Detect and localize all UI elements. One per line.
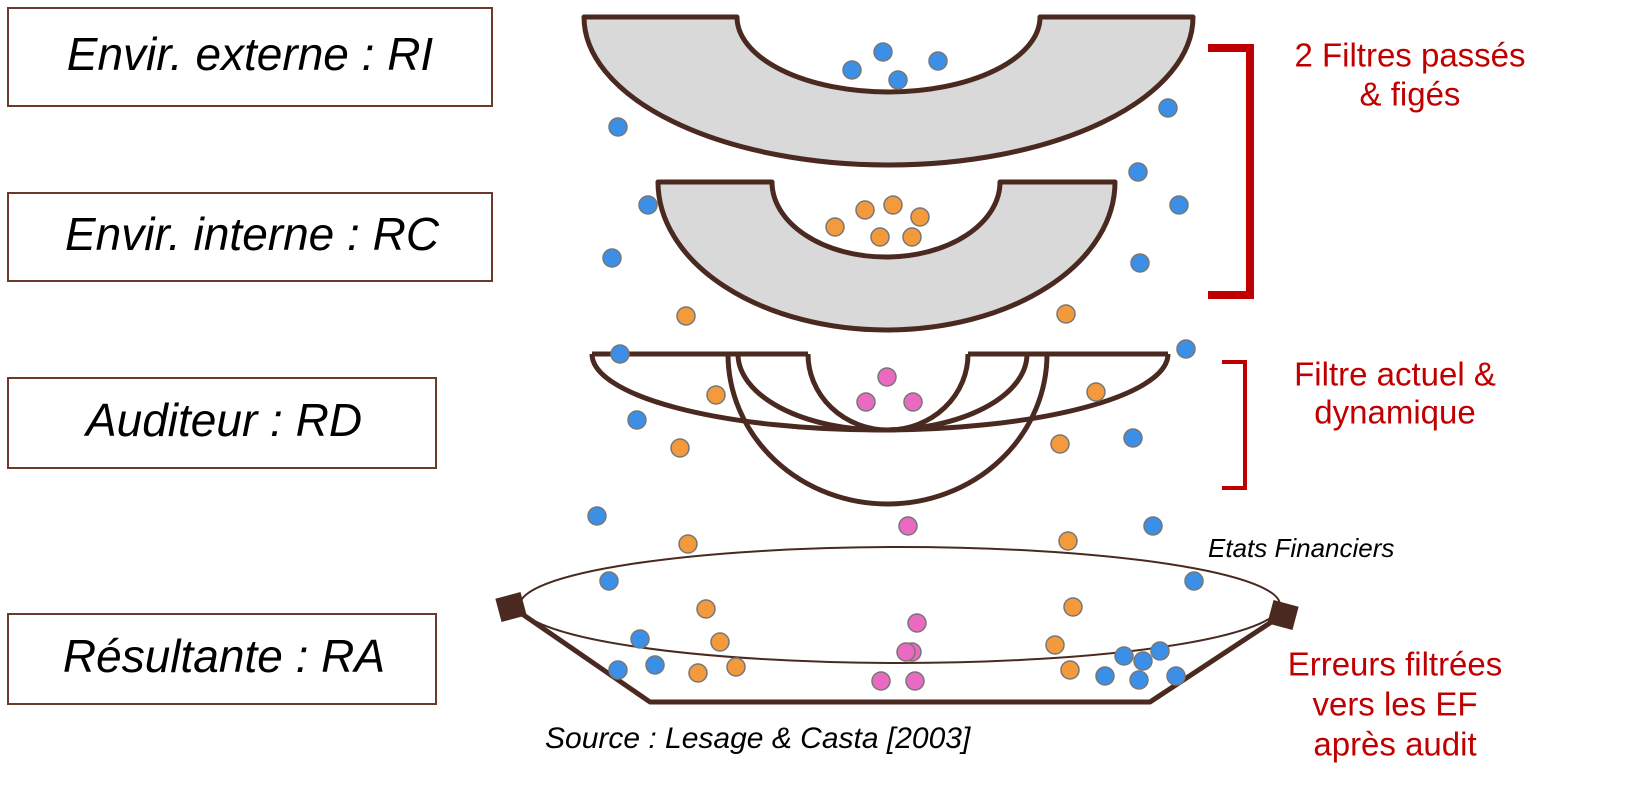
particle	[1170, 196, 1188, 214]
particle	[611, 345, 629, 363]
particle	[1087, 383, 1105, 401]
particle	[609, 661, 627, 679]
particle	[1051, 435, 1069, 453]
particle	[600, 572, 618, 590]
annotation: Erreurs filtrées	[1288, 646, 1503, 683]
particle	[897, 643, 915, 661]
particle	[1151, 642, 1169, 660]
filter-external	[584, 17, 1193, 165]
particle	[1096, 667, 1114, 685]
particle	[856, 201, 874, 219]
particle	[628, 411, 646, 429]
particle	[631, 630, 649, 648]
particle	[903, 228, 921, 246]
annotation: & figés	[1360, 76, 1461, 113]
particle	[1130, 671, 1148, 689]
annotation: après audit	[1313, 726, 1476, 763]
source: Source : Lesage & Casta [2003]	[545, 722, 971, 755]
particle	[1167, 667, 1185, 685]
annotation: dynamique	[1314, 394, 1475, 431]
particle	[588, 507, 606, 525]
particle	[1159, 99, 1177, 117]
particle	[874, 43, 892, 61]
particle	[1059, 532, 1077, 550]
annotation: 2 Filtres passés	[1294, 37, 1525, 74]
particle	[929, 52, 947, 70]
particle	[1131, 254, 1149, 272]
particle	[1115, 647, 1133, 665]
particle	[899, 517, 917, 535]
particle	[911, 208, 929, 226]
particle	[1134, 652, 1152, 670]
particle	[1124, 429, 1142, 447]
bowl-handle	[1267, 600, 1298, 630]
annotation: vers les EF	[1312, 686, 1477, 723]
bracket	[1208, 48, 1250, 295]
particle	[1064, 598, 1082, 616]
particle	[1046, 636, 1064, 654]
bracket	[1222, 362, 1245, 488]
particle	[677, 307, 695, 325]
particle	[904, 393, 922, 411]
box-label: Auditeur : RD	[83, 394, 362, 446]
particle	[878, 368, 896, 386]
particle	[857, 393, 875, 411]
particle	[1177, 340, 1195, 358]
particle	[1185, 572, 1203, 590]
particle	[826, 218, 844, 236]
particle	[843, 61, 861, 79]
particle	[889, 71, 907, 89]
particle	[906, 672, 924, 690]
particle	[639, 196, 657, 214]
box-label: Résultante : RA	[63, 630, 385, 682]
particle	[609, 118, 627, 136]
particle	[646, 656, 664, 674]
box-label: Envir. interne : RC	[65, 208, 440, 260]
particle	[707, 386, 725, 404]
box-label: Envir. externe : RI	[67, 28, 434, 80]
particle	[727, 658, 745, 676]
particle	[689, 664, 707, 682]
particle	[1057, 305, 1075, 323]
particle	[884, 196, 902, 214]
annotation: Filtre actuel &	[1294, 356, 1496, 393]
particle	[908, 614, 926, 632]
particle	[872, 672, 890, 690]
bowl-handle	[495, 592, 526, 622]
particle	[1144, 517, 1162, 535]
particle	[711, 633, 729, 651]
diagram: Envir. externe : RI Envir. interne : RC …	[0, 0, 1651, 808]
particle	[603, 249, 621, 267]
particle	[671, 439, 689, 457]
label: Etats Financiers	[1208, 533, 1394, 563]
particle	[1129, 163, 1147, 181]
particle	[871, 228, 889, 246]
particle	[679, 535, 697, 553]
particle	[1061, 661, 1079, 679]
particle	[697, 600, 715, 618]
